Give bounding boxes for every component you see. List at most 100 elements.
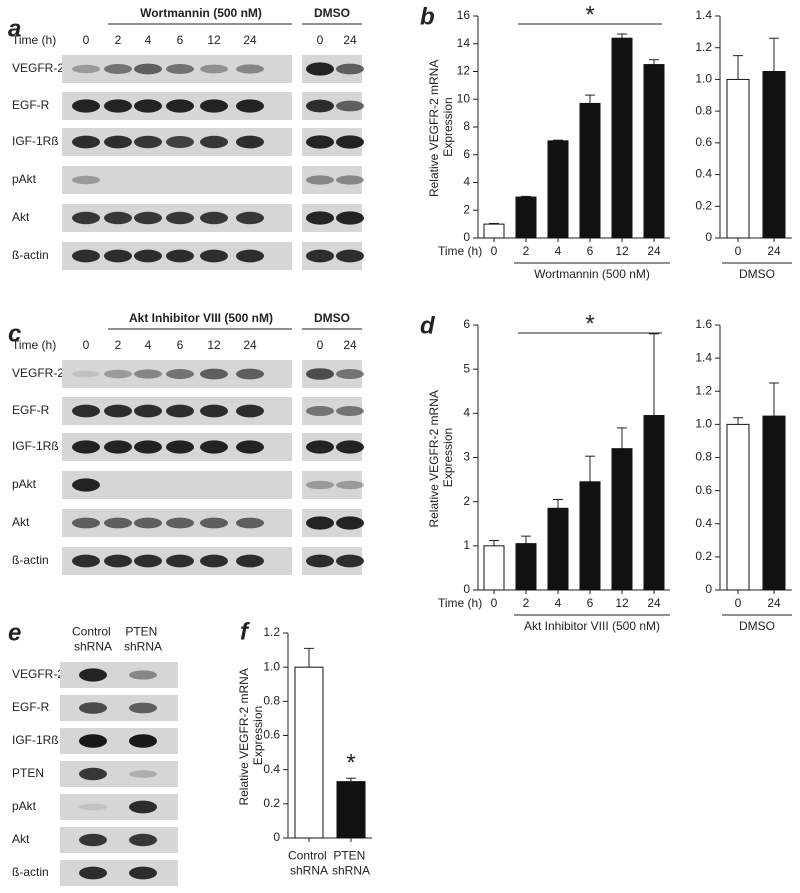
y-tick-label: 0.6 xyxy=(695,483,712,497)
panel-letter: e xyxy=(8,619,21,646)
x-axis-label: DMSO xyxy=(739,619,775,633)
blot-band xyxy=(166,404,194,418)
row-label: Akt xyxy=(12,515,30,529)
y-tick-label: 4 xyxy=(463,175,470,189)
blot-band xyxy=(129,702,157,714)
blot-band xyxy=(306,99,334,113)
blot-band xyxy=(236,64,264,74)
row-label: VEGFR-2 xyxy=(12,667,64,681)
x-tick-label: PTEN shRNA xyxy=(332,849,370,878)
blot-band xyxy=(72,440,100,454)
blot-band xyxy=(72,135,100,149)
y-tick-label: 0.6 xyxy=(695,135,712,149)
time-label: Time (h) xyxy=(12,338,56,352)
row-label: Akt xyxy=(12,832,30,846)
bar xyxy=(762,415,786,591)
lane-label: 6 xyxy=(177,33,184,47)
x-axis-label: Wortmannin (500 nM) xyxy=(534,267,650,281)
y-tick-label: 1.2 xyxy=(695,40,712,54)
y-tick-label: 14 xyxy=(457,36,471,50)
x-tick-label: 4 xyxy=(555,244,562,258)
blot-band xyxy=(72,478,100,492)
y-tick-label: 0 xyxy=(463,582,470,596)
bar xyxy=(515,543,537,591)
bar xyxy=(611,448,633,591)
panel-letter: c xyxy=(8,320,21,347)
blot-band xyxy=(72,211,100,225)
y-tick-label: 8 xyxy=(463,119,470,133)
blot-strip xyxy=(60,827,178,853)
x-tick-label: 24 xyxy=(767,244,781,258)
y-tick-label: 0 xyxy=(463,230,470,244)
bar xyxy=(515,196,537,239)
panel-letter: f xyxy=(240,618,250,645)
y-axis-label: Relative VEGFR-2 mRNA Expression xyxy=(427,57,455,197)
y-tick-label: 1 xyxy=(463,538,470,552)
y-tick-label: 3 xyxy=(463,450,470,464)
row-label: IGF-1Rß xyxy=(12,439,59,453)
blot-band xyxy=(336,440,364,454)
y-axis-label: Relative VEGFR-2 mRNA Expression xyxy=(427,387,455,527)
significance: * xyxy=(346,750,355,777)
x-tick-label: 0 xyxy=(491,244,498,258)
blot-band xyxy=(336,406,364,416)
blot-band xyxy=(134,440,162,454)
y-tick-label: 0.8 xyxy=(263,694,280,708)
blot-band xyxy=(79,734,107,748)
blot-strip xyxy=(302,166,362,194)
lane-label: 2 xyxy=(115,33,122,47)
blot-band xyxy=(306,406,334,416)
blot-band xyxy=(72,517,100,529)
blot-strip xyxy=(60,662,178,688)
y-tick-label: 16 xyxy=(457,8,471,22)
x-tick-label: 12 xyxy=(615,244,629,258)
bar xyxy=(336,781,366,839)
blot-band xyxy=(336,175,364,185)
lane-label: 2 xyxy=(115,338,122,352)
significance: * xyxy=(585,1,594,28)
y-tick-label: 0.8 xyxy=(695,103,712,117)
lane-label: 0 xyxy=(317,338,324,352)
blot-strip xyxy=(62,471,292,499)
y-axis-label: Relative VEGFR-2 mRNA Expression xyxy=(237,665,265,805)
blot-band xyxy=(306,480,334,490)
blot-band xyxy=(336,249,364,263)
lane-label: 0 xyxy=(83,33,90,47)
blot-band xyxy=(129,800,157,814)
row-label: ß-actin xyxy=(12,865,49,879)
y-tick-label: 0.4 xyxy=(263,762,280,776)
row-label: ß-actin xyxy=(12,553,49,567)
row-label: VEGFR-2 xyxy=(12,366,64,380)
bar xyxy=(726,423,750,591)
blot-band xyxy=(306,175,334,185)
blot-band xyxy=(306,554,334,568)
blot-band xyxy=(129,866,157,880)
bar xyxy=(294,666,324,839)
lane-label: 12 xyxy=(207,33,221,47)
blot-band xyxy=(306,440,334,454)
x-tick-label: 0 xyxy=(735,244,742,258)
significance: * xyxy=(585,310,594,337)
blot-band xyxy=(166,440,194,454)
y-tick-label: 0.2 xyxy=(263,796,280,810)
blot-band xyxy=(200,135,228,149)
y-tick-label: 1.2 xyxy=(263,625,280,639)
blot-band xyxy=(336,369,364,379)
panel-letter: a xyxy=(8,15,21,42)
blot-band xyxy=(72,554,100,568)
blot-band xyxy=(134,249,162,263)
treatment-label: Akt Inhibitor VIII (500 nM) xyxy=(129,311,273,325)
blot-band xyxy=(134,99,162,113)
blot-band xyxy=(236,99,264,113)
blot-band xyxy=(336,480,364,490)
blot-band xyxy=(306,249,334,263)
blot-band xyxy=(134,211,162,225)
blot-band xyxy=(104,99,132,113)
y-tick-label: 4 xyxy=(463,406,470,420)
blot-band xyxy=(166,99,194,113)
bar xyxy=(547,507,569,591)
row-label: ß-actin xyxy=(12,248,49,262)
blot-band xyxy=(79,702,107,714)
blot-band xyxy=(104,554,132,568)
blot-band xyxy=(200,368,228,380)
